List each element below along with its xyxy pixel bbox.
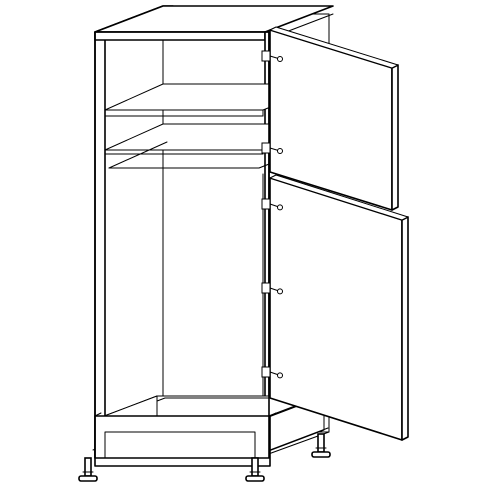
lower-door-hinge-knuckle-1 xyxy=(278,289,283,294)
upper-door-edge xyxy=(392,65,398,210)
lower-door-hinge-2 xyxy=(262,367,270,377)
foot-0-stem xyxy=(85,458,91,476)
foot-1-stem xyxy=(252,458,258,476)
upper-door-hinge-knuckle-0 xyxy=(278,57,283,62)
foot-2-base xyxy=(312,452,330,457)
lower-door-hinge-knuckle-2 xyxy=(278,373,283,378)
upper-door-hinge-1 xyxy=(262,143,270,153)
lower-door-hinge-knuckle-0 xyxy=(278,205,283,210)
left-side-outer xyxy=(95,32,105,458)
lower-door-edge xyxy=(402,217,408,440)
foot-0-base xyxy=(79,476,97,481)
upper-door-hinge-knuckle-1 xyxy=(278,149,283,154)
upper-door-hinge-0 xyxy=(262,51,270,61)
lower-door-hinge-1 xyxy=(262,283,270,293)
foot-1-base xyxy=(246,476,264,481)
cabinet-diagram xyxy=(0,0,500,500)
plinth xyxy=(105,432,255,458)
top-panel-front xyxy=(95,32,265,40)
lower-door-face xyxy=(270,178,402,440)
lower-door-hinge-0 xyxy=(262,199,270,209)
foot-2-stem xyxy=(318,434,324,452)
